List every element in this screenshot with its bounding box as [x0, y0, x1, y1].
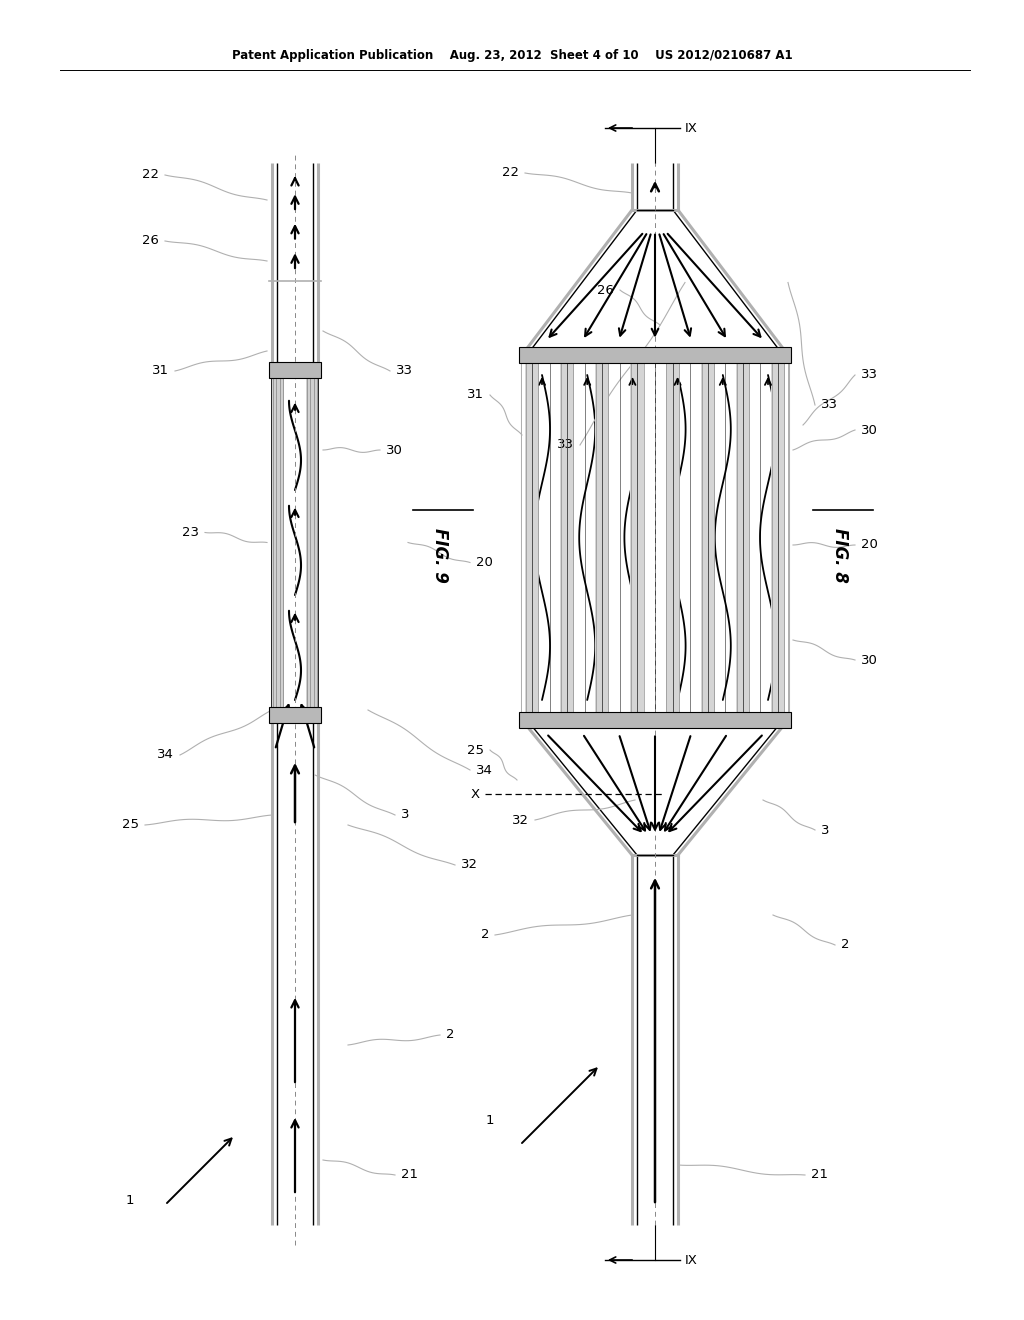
Bar: [272, 370, 284, 715]
Text: 33: 33: [557, 438, 574, 451]
Text: 30: 30: [861, 653, 878, 667]
Text: 34: 34: [157, 748, 174, 762]
Bar: [519, 347, 791, 363]
Text: 30: 30: [386, 444, 402, 457]
Text: 2: 2: [446, 1028, 455, 1041]
Text: 21: 21: [401, 1168, 418, 1181]
Bar: [771, 355, 785, 719]
Text: 26: 26: [597, 284, 614, 297]
Text: 32: 32: [512, 813, 529, 826]
Bar: [700, 355, 715, 719]
Bar: [560, 355, 574, 719]
Text: FIG. 8: FIG. 8: [831, 528, 849, 582]
Bar: [666, 355, 680, 719]
Bar: [595, 355, 609, 719]
Text: 33: 33: [861, 368, 878, 381]
Text: 2: 2: [841, 939, 850, 952]
Bar: [269, 362, 321, 378]
Text: 32: 32: [461, 858, 478, 871]
Text: 20: 20: [861, 539, 878, 552]
Bar: [519, 711, 791, 729]
Text: 25: 25: [467, 743, 484, 756]
Bar: [736, 355, 750, 719]
Text: 1: 1: [126, 1193, 134, 1206]
Text: 34: 34: [476, 763, 493, 776]
Bar: [525, 355, 539, 719]
Text: IX: IX: [685, 121, 698, 135]
Bar: [522, 355, 788, 719]
Text: 21: 21: [811, 1168, 828, 1181]
Text: 30: 30: [861, 424, 878, 437]
Text: 22: 22: [142, 169, 159, 181]
Text: FIG. 9: FIG. 9: [431, 528, 449, 582]
Text: 26: 26: [142, 235, 159, 247]
Text: 20: 20: [476, 556, 493, 569]
Text: 23: 23: [182, 525, 199, 539]
Text: 2: 2: [480, 928, 489, 941]
Text: 33: 33: [821, 399, 838, 412]
Text: 31: 31: [467, 388, 484, 401]
Text: 25: 25: [122, 818, 139, 832]
Text: 22: 22: [502, 166, 519, 180]
Text: Patent Application Publication    Aug. 23, 2012  Sheet 4 of 10    US 2012/021068: Patent Application Publication Aug. 23, …: [231, 49, 793, 62]
Bar: [631, 355, 644, 719]
Text: 1: 1: [485, 1114, 495, 1126]
Text: 3: 3: [821, 824, 829, 837]
Bar: [306, 370, 318, 715]
Bar: [272, 370, 318, 715]
Text: X: X: [471, 788, 480, 801]
Text: 33: 33: [396, 364, 413, 378]
Text: IX: IX: [685, 1254, 698, 1266]
Bar: [269, 708, 321, 723]
Text: 3: 3: [401, 808, 410, 821]
Text: 31: 31: [152, 364, 169, 378]
